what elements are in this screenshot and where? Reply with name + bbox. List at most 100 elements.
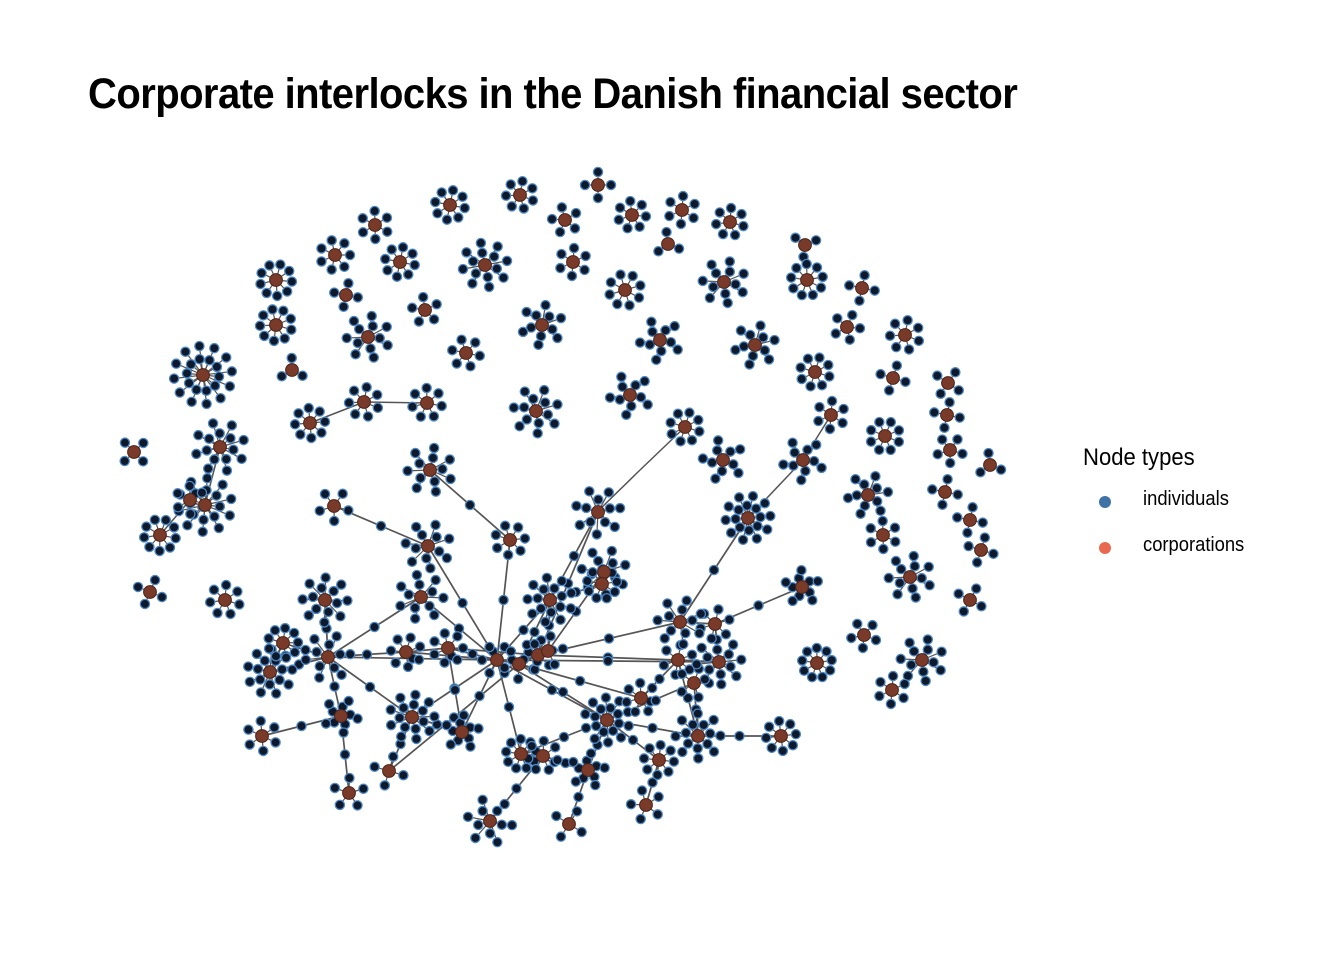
corporation-node xyxy=(441,641,455,655)
corporation-node xyxy=(591,505,605,519)
individual-node xyxy=(722,297,733,309)
individual-node xyxy=(477,794,488,806)
individual-node xyxy=(549,418,560,429)
corporation-node xyxy=(418,303,432,317)
individual-node xyxy=(604,289,615,300)
individual-node xyxy=(429,476,440,487)
individual-node xyxy=(702,738,713,750)
individual-node xyxy=(139,598,151,610)
individual-node xyxy=(908,550,919,562)
individual-node xyxy=(527,608,538,620)
individual-node xyxy=(329,782,341,794)
individual-node xyxy=(326,264,337,275)
individual-node xyxy=(254,320,266,332)
individual-node xyxy=(220,352,232,363)
individual-node xyxy=(784,718,796,730)
corporation-node xyxy=(529,404,543,418)
individual-node xyxy=(712,644,723,655)
individual-node xyxy=(953,588,964,600)
individual-node xyxy=(626,400,637,412)
individual-node xyxy=(668,756,680,767)
individual-node xyxy=(555,614,566,626)
individual-node xyxy=(256,267,267,279)
individual-node xyxy=(952,434,963,445)
individual-node xyxy=(549,659,560,670)
individual-node xyxy=(617,381,628,393)
individual-node xyxy=(800,465,811,477)
individual-node xyxy=(369,621,380,633)
corporation-node xyxy=(535,318,549,332)
individual-node xyxy=(488,251,500,262)
individual-node xyxy=(759,497,771,509)
individual-node xyxy=(725,661,736,672)
individual-node xyxy=(149,574,161,586)
individual-node xyxy=(202,472,213,484)
individual-node xyxy=(456,334,467,345)
corporation-node xyxy=(399,645,413,659)
individual-node xyxy=(405,632,416,643)
corporation-node xyxy=(671,653,685,667)
individual-node xyxy=(681,595,692,606)
individual-node xyxy=(527,183,538,194)
individual-node xyxy=(738,341,750,352)
individual-node xyxy=(258,310,269,321)
individual-node xyxy=(716,679,727,690)
individual-node xyxy=(311,603,322,615)
corporation-node xyxy=(878,429,892,443)
individual-node xyxy=(462,811,474,823)
corporation-node xyxy=(303,416,317,430)
individual-node xyxy=(203,433,215,445)
individual-node xyxy=(952,489,963,500)
individual-node xyxy=(278,305,289,317)
individual-node xyxy=(865,537,877,548)
individual-node xyxy=(514,420,525,432)
individual-node xyxy=(653,791,664,803)
individual-node xyxy=(464,499,476,511)
individual-node xyxy=(656,345,667,357)
individual-node xyxy=(826,654,837,666)
corporation-node xyxy=(490,653,504,667)
individual-node xyxy=(884,330,896,341)
individual-node xyxy=(590,779,601,791)
individual-node xyxy=(874,690,885,702)
individual-node xyxy=(556,248,567,260)
individual-node xyxy=(472,819,484,831)
individual-node xyxy=(499,798,510,810)
individual-node xyxy=(506,201,518,212)
individual-node xyxy=(655,739,666,751)
individual-node xyxy=(675,436,686,447)
individual-node xyxy=(744,329,756,341)
individual-node xyxy=(207,418,219,429)
individual-node xyxy=(186,396,197,408)
individual-node xyxy=(865,424,877,436)
corporation-node xyxy=(840,320,854,334)
corporation-node xyxy=(581,763,595,777)
individual-node xyxy=(406,556,418,567)
corporation-node xyxy=(687,676,701,690)
corporation-node xyxy=(269,273,283,287)
corporation-node xyxy=(566,255,580,269)
individual-node xyxy=(788,283,799,294)
individual-node xyxy=(568,242,580,254)
individual-node xyxy=(737,286,748,298)
individual-node xyxy=(724,266,736,277)
individual-node xyxy=(474,690,485,702)
individual-node xyxy=(752,520,763,532)
individual-node xyxy=(753,600,764,611)
individual-node xyxy=(374,332,385,344)
individual-node xyxy=(738,220,749,232)
individual-node xyxy=(382,226,393,237)
individual-node xyxy=(995,464,1007,475)
individual-node xyxy=(883,572,894,584)
individual-node xyxy=(924,580,935,591)
individual-node xyxy=(263,633,274,644)
individual-node xyxy=(423,696,435,708)
individual-node xyxy=(738,268,749,280)
individual-node xyxy=(407,248,418,259)
corporation-node xyxy=(938,485,952,499)
individual-node xyxy=(661,645,672,656)
individual-node xyxy=(379,780,391,791)
individual-node xyxy=(975,466,986,478)
individual-node xyxy=(757,332,769,343)
individual-node xyxy=(908,646,920,657)
